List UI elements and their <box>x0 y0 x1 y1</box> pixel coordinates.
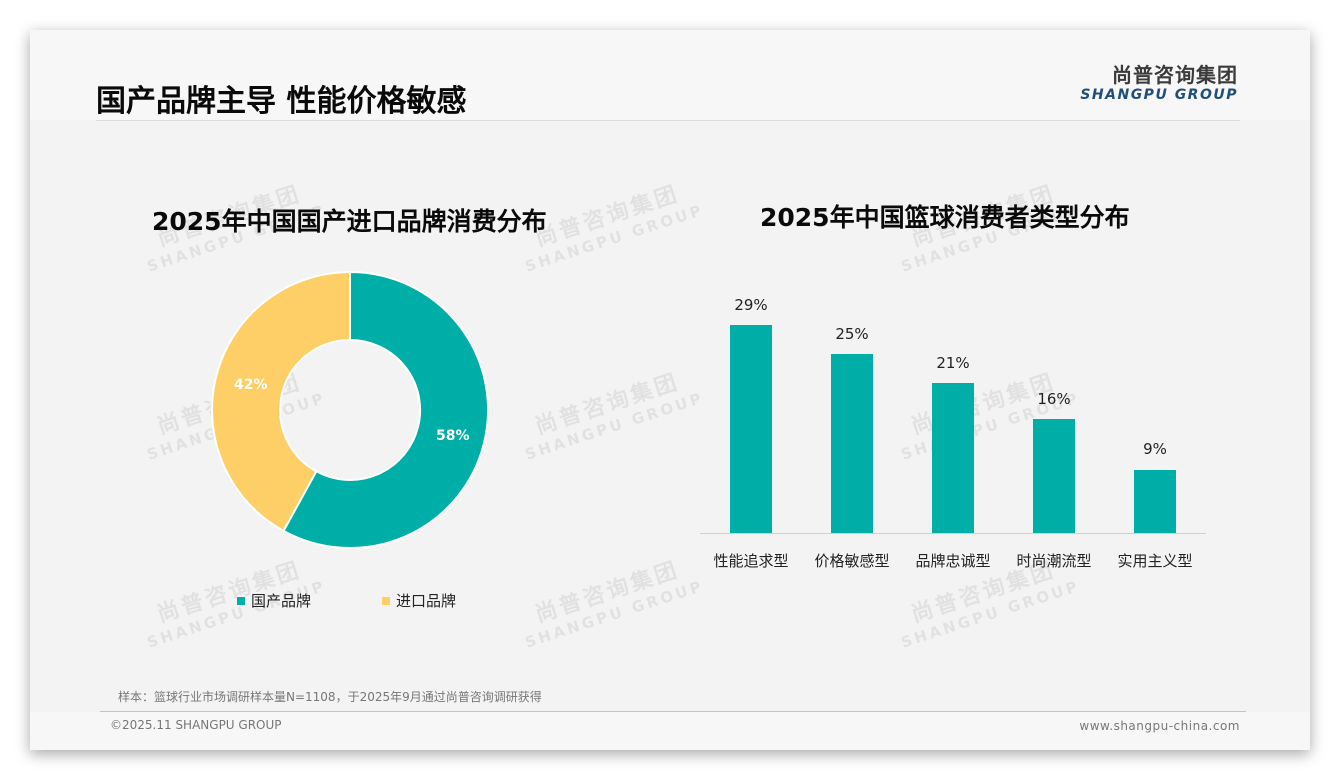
logo-cn: 尚普咨询集团 <box>1112 63 1238 87</box>
x-axis-line <box>700 533 1206 534</box>
website-link: www.shangpu-china.com <box>1079 719 1240 733</box>
donut-slice-import <box>211 270 351 533</box>
legend-swatch-yellow <box>382 596 390 605</box>
slide: 国产品牌主导 性能价格敏感 尚普咨询集团 SHANGPU GROUP 尚普咨询集… <box>30 30 1310 750</box>
donut-slice-domestic <box>282 270 489 549</box>
logo-en: SHANGPU GROUP <box>1080 87 1238 103</box>
legend-label: 国产品牌 <box>251 592 312 610</box>
donut-svg <box>211 270 489 549</box>
header-divider <box>96 120 1240 121</box>
page-title: 国产品牌主导 性能价格敏感 <box>96 84 467 119</box>
bar-value: 25% <box>835 325 869 343</box>
sample-note: 样本：篮球行业市场调研样本量N=1108，于2025年9月通过尚普咨询调研获得 <box>118 690 542 704</box>
donut-chart-title: 2025年中国国产进口品牌消费分布 <box>152 207 547 236</box>
bar-category: 性能追求型 <box>713 552 789 570</box>
bar-category: 价格敏感型 <box>814 552 890 570</box>
bar-chart: 29% 性能追求型 25% 价格敏感型 21% 品牌忠诚型 16% 时尚潮流型 … <box>700 290 1206 580</box>
bar-practical <box>1134 470 1176 533</box>
donut-chart: 58% 42% <box>210 270 490 550</box>
bar-value: 29% <box>734 296 768 314</box>
bar-value: 16% <box>1037 390 1071 408</box>
bar-price-sensitive <box>831 354 873 533</box>
copyright: ©2025.11 SHANGPU GROUP <box>110 718 282 732</box>
bar-category: 时尚潮流型 <box>1016 552 1092 570</box>
legend-item-import: 进口品牌 <box>382 590 456 611</box>
footer-band <box>30 712 1310 750</box>
legend-label: 进口品牌 <box>396 592 457 610</box>
bar-value: 21% <box>936 354 970 372</box>
bar-category: 实用主义型 <box>1117 552 1193 570</box>
bar-chart-title: 2025年中国篮球消费者类型分布 <box>760 203 1130 232</box>
legend-swatch-teal <box>237 596 245 605</box>
bar-fashion <box>1033 419 1075 533</box>
bar-brand-loyal <box>932 383 974 533</box>
bar-category: 品牌忠诚型 <box>915 552 991 570</box>
header-band <box>30 30 1310 120</box>
company-logo: 尚普咨询集团 SHANGPU GROUP <box>1080 64 1238 104</box>
footer-divider <box>100 711 1246 712</box>
donut-label-import: 42% <box>234 377 268 393</box>
bar-performance <box>730 325 772 533</box>
legend-item-domestic: 国产品牌 <box>237 590 311 611</box>
donut-label-domestic: 58% <box>436 428 470 444</box>
bar-value: 9% <box>1143 440 1167 458</box>
